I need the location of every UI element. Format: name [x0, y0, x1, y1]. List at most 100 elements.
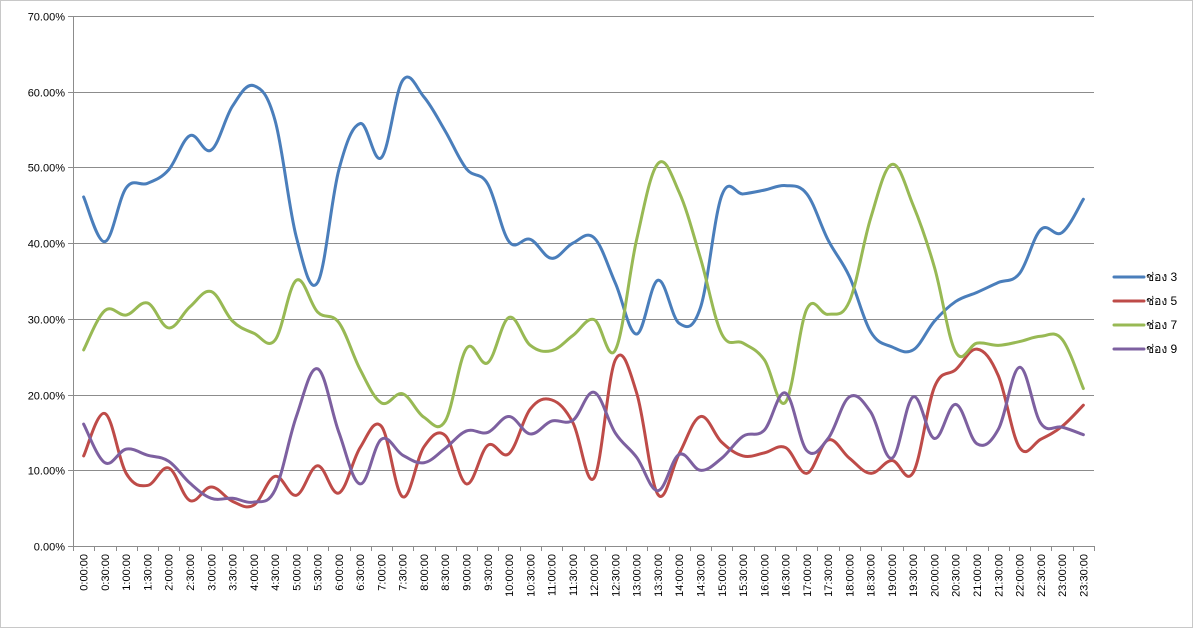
- data-point: [997, 344, 1000, 347]
- data-point: [699, 257, 702, 260]
- x-tick-label: 13:00:00: [632, 554, 644, 597]
- data-point: [763, 358, 766, 361]
- data-point: [678, 191, 681, 194]
- y-tick-label: 50.00%: [28, 163, 66, 175]
- x-tick-label: 10:30:00: [525, 554, 537, 597]
- data-point: [295, 494, 298, 497]
- y-tick-label: 10.00%: [28, 466, 66, 478]
- data-point: [508, 452, 511, 455]
- data-point: [805, 449, 808, 452]
- data-point: [529, 407, 532, 410]
- x-tick-label: 16:00:00: [759, 554, 771, 597]
- x-tick-label: 7:30:00: [398, 554, 410, 591]
- data-point: [1018, 446, 1021, 449]
- data-point: [742, 454, 745, 457]
- data-point: [359, 482, 362, 485]
- data-point: [444, 447, 447, 450]
- x-tick-label: 2:30:00: [185, 554, 197, 591]
- x-tick-label: 4:00:00: [249, 554, 261, 591]
- y-tick-label: 60.00%: [28, 88, 66, 100]
- data-point: [614, 282, 617, 285]
- data-point: [359, 368, 362, 371]
- data-point: [444, 434, 447, 437]
- data-point: [529, 238, 532, 241]
- data-point: [635, 392, 638, 395]
- data-point: [508, 240, 511, 243]
- x-tick-label: 18:00:00: [844, 554, 856, 597]
- data-point: [252, 501, 255, 504]
- data-point: [1061, 338, 1064, 341]
- data-point: [103, 412, 106, 415]
- y-tick-label: 30.00%: [28, 315, 66, 327]
- data-point: [912, 395, 915, 398]
- x-tick-label: 16:30:00: [781, 554, 793, 597]
- data-point: [1061, 231, 1064, 234]
- data-point: [848, 395, 851, 398]
- data-point: [635, 333, 638, 336]
- x-tick-label: 8:30:00: [440, 554, 452, 591]
- x-tick-label: 0:00:00: [79, 554, 91, 591]
- data-point: [976, 342, 979, 345]
- data-point: [997, 428, 1000, 431]
- data-point: [295, 415, 298, 418]
- data-point: [869, 330, 872, 333]
- data-point: [508, 316, 511, 319]
- y-tick-label: 40.00%: [28, 239, 66, 251]
- data-point: [359, 446, 362, 449]
- data-point: [593, 391, 596, 394]
- data-point: [231, 497, 234, 500]
- data-point: [529, 432, 532, 435]
- data-point: [550, 349, 553, 352]
- data-point: [912, 471, 915, 474]
- data-point: [933, 266, 936, 269]
- y-tick-label: 20.00%: [28, 391, 66, 403]
- data-point: [1039, 335, 1042, 338]
- data-point: [529, 344, 532, 347]
- legend-label: ช่อง 9: [1146, 342, 1178, 356]
- data-point: [763, 189, 766, 192]
- data-point: [1039, 422, 1042, 425]
- data-point: [125, 314, 128, 317]
- data-point: [295, 236, 298, 239]
- x-tick-label: 19:30:00: [908, 554, 920, 597]
- data-point: [316, 367, 319, 370]
- data-point: [337, 321, 340, 324]
- data-point: [82, 348, 85, 351]
- data-point: [82, 195, 85, 198]
- data-point: [316, 464, 319, 467]
- data-point: [167, 467, 170, 470]
- data-point: [869, 472, 872, 475]
- legend-label: ช่อง 7: [1146, 318, 1178, 332]
- data-point: [508, 415, 511, 418]
- data-point: [848, 275, 851, 278]
- data-point: [656, 493, 659, 496]
- x-tick-label: 4:30:00: [270, 554, 282, 591]
- data-point: [848, 457, 851, 460]
- x-tick-label: 23:00:00: [1057, 554, 1069, 597]
- data-point: [231, 500, 234, 503]
- data-point: [678, 322, 681, 325]
- data-point: [784, 392, 787, 395]
- data-point: [827, 313, 830, 316]
- data-point: [784, 446, 787, 449]
- series-line-1: [82, 75, 1085, 354]
- data-point: [380, 401, 383, 404]
- data-point: [486, 183, 489, 186]
- x-tick-label: 3:30:00: [228, 554, 240, 591]
- x-tick-label: 15:00:00: [717, 554, 729, 597]
- data-point: [1082, 198, 1085, 201]
- data-point: [997, 374, 1000, 377]
- y-tick-label: 0.00%: [34, 542, 65, 554]
- data-point: [82, 454, 85, 457]
- data-point: [699, 469, 702, 472]
- data-point: [635, 456, 638, 459]
- series-lines: [82, 75, 1085, 509]
- x-tick-label: 11:30:00: [568, 554, 580, 596]
- data-point: [188, 134, 191, 137]
- axes: [68, 16, 1095, 551]
- data-point: [550, 257, 553, 260]
- x-tick-label: 21:00:00: [972, 554, 984, 597]
- data-point: [1018, 272, 1021, 275]
- data-point: [380, 425, 383, 428]
- data-point: [550, 420, 553, 423]
